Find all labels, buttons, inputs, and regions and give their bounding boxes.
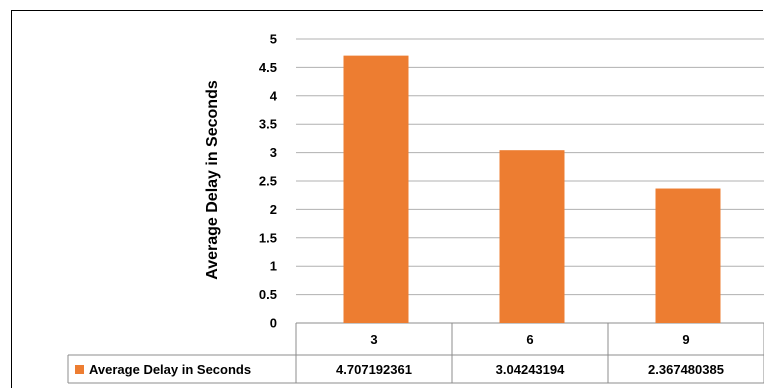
legend-swatch <box>75 365 84 374</box>
bar-6 <box>499 150 565 323</box>
y-tick-label: 3 <box>270 145 277 160</box>
y-axis-title: Average Delay in Seconds <box>204 80 221 280</box>
y-tick-label: 2 <box>270 202 277 217</box>
y-tick-labels: 0 0.5 1 1.5 2 2.5 3 3.5 4 4.5 5 <box>259 32 278 331</box>
x-tick-label: 9 <box>682 332 689 347</box>
legend-label: Average Delay in Seconds <box>89 362 251 377</box>
y-tick-label: 1.5 <box>259 230 277 245</box>
y-tick-label: 4 <box>270 88 278 103</box>
data-table-value: 4.707192361 <box>336 362 412 377</box>
y-tick-label: 3.5 <box>259 117 277 132</box>
data-table-value: 3.04243194 <box>496 362 565 377</box>
y-tick-label: 5 <box>270 32 277 47</box>
x-tick-label: 6 <box>526 332 533 347</box>
x-tick-label: 3 <box>370 332 377 347</box>
y-tick-label: 0 <box>270 316 277 331</box>
y-tick-label: 1 <box>270 259 277 274</box>
bar-9 <box>655 188 721 323</box>
bars <box>343 55 721 324</box>
chart-frame <box>11 10 763 388</box>
y-tick-label: 0.5 <box>259 287 277 302</box>
y-tick-label: 4.5 <box>259 60 277 75</box>
data-table-value: 2.367480385 <box>648 362 724 377</box>
bar-3 <box>343 55 409 324</box>
y-tick-label: 2.5 <box>259 174 277 189</box>
data-table: 3 4.707192361 6 3.04243194 9 2.367480385 Avera… <box>67 323 764 384</box>
